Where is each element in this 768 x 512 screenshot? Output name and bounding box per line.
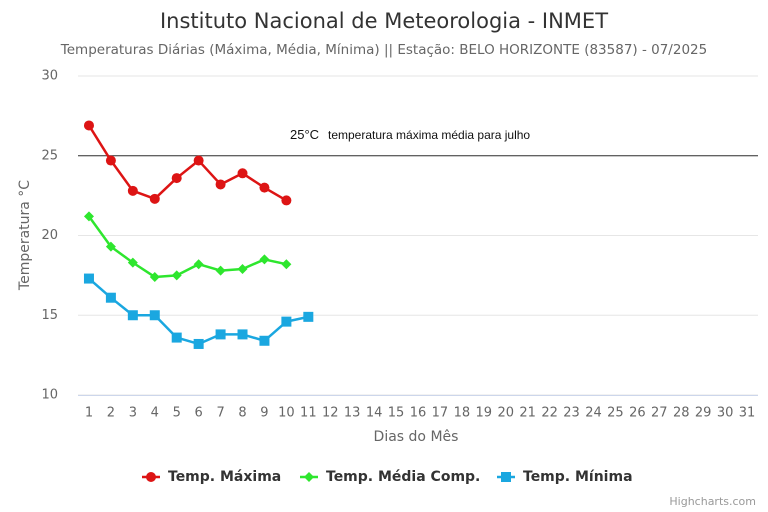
marker xyxy=(237,168,248,179)
x-tick-label: 5 xyxy=(173,406,181,421)
plot-line-label: 25°C xyxy=(290,127,319,142)
legend-item[interactable]: Temp. Mínima xyxy=(497,469,633,485)
marker xyxy=(215,329,226,340)
x-tick-label: 28 xyxy=(673,406,690,421)
legend-label: Temp. Máxima xyxy=(168,469,281,485)
x-tick-label: 10 xyxy=(278,406,295,421)
x-tick-label: 17 xyxy=(432,406,449,421)
legend-label: Temp. Média Comp. xyxy=(326,469,480,485)
x-tick-label: 30 xyxy=(717,406,734,421)
series-line xyxy=(87,124,288,202)
marker xyxy=(215,265,226,276)
x-tick-label: 11 xyxy=(300,406,317,421)
x-tick-label: 7 xyxy=(216,406,224,421)
marker xyxy=(83,120,94,131)
x-tick-label: 24 xyxy=(585,406,602,421)
legend-item[interactable]: Temp. Máxima xyxy=(142,469,281,485)
marker xyxy=(237,329,248,340)
x-tick-label: 31 xyxy=(739,406,756,421)
marker xyxy=(193,338,204,349)
marker xyxy=(281,259,292,270)
x-tick-label: 16 xyxy=(410,406,427,421)
x-tick-label: 23 xyxy=(563,406,580,421)
marker xyxy=(149,310,160,321)
marker xyxy=(149,271,160,282)
x-tick-label: 4 xyxy=(151,406,159,421)
y-tick-label: 10 xyxy=(41,388,58,403)
credits[interactable]: Highcharts.com xyxy=(669,495,756,508)
x-tick-label: 13 xyxy=(344,406,361,421)
marker xyxy=(281,195,292,206)
x-tick-label: 18 xyxy=(454,406,471,421)
x-tick-label: 22 xyxy=(541,406,558,421)
x-axis-title: Dias do Mês xyxy=(374,429,459,445)
marker xyxy=(149,193,160,204)
y-axis-title: Temperatura °C xyxy=(17,180,33,291)
marker xyxy=(127,185,138,196)
plot-line-text: temperatura máxima média para julho xyxy=(328,128,530,142)
chart-title: Instituto Nacional de Meteorologia - INM… xyxy=(160,9,608,33)
x-tick-label: 25 xyxy=(607,406,624,421)
marker xyxy=(171,270,182,281)
x-tick-label: 19 xyxy=(476,406,493,421)
marker xyxy=(215,179,226,190)
legend-item[interactable]: Temp. Média Comp. xyxy=(300,469,480,485)
x-tick-label: 15 xyxy=(388,406,405,421)
marker xyxy=(127,257,138,268)
legend-marker xyxy=(304,472,314,482)
x-tick-label: 6 xyxy=(195,406,203,421)
y-tick-label: 15 xyxy=(41,308,58,323)
x-tick-label: 14 xyxy=(366,406,383,421)
legend-marker xyxy=(146,472,156,482)
series-line xyxy=(88,277,309,346)
x-tick-label: 12 xyxy=(322,406,339,421)
x-tick-label: 9 xyxy=(260,406,268,421)
chart-subtitle: Temperaturas Diárias (Máxima, Média, Mín… xyxy=(60,42,707,58)
marker xyxy=(193,155,204,166)
marker xyxy=(171,173,182,184)
series-line xyxy=(87,215,287,279)
marker xyxy=(83,273,94,284)
marker xyxy=(193,259,204,270)
marker xyxy=(303,311,314,322)
marker xyxy=(259,182,270,193)
marker xyxy=(105,241,116,252)
x-tick-label: 1 xyxy=(85,406,93,421)
x-tick-label: 3 xyxy=(129,406,137,421)
marker xyxy=(105,292,116,303)
marker xyxy=(83,211,94,222)
legend-marker xyxy=(501,472,511,482)
marker xyxy=(171,332,182,343)
y-tick-label: 20 xyxy=(41,228,58,243)
marker xyxy=(127,310,138,321)
x-tick-label: 2 xyxy=(107,406,115,421)
legend-label: Temp. Mínima xyxy=(523,469,633,485)
marker xyxy=(237,263,248,274)
x-tick-label: 8 xyxy=(238,406,246,421)
x-tick-label: 20 xyxy=(497,406,514,421)
x-tick-label: 29 xyxy=(695,406,712,421)
x-tick-label: 27 xyxy=(651,406,668,421)
y-tick-label: 30 xyxy=(41,69,58,84)
x-tick-label: 26 xyxy=(629,406,646,421)
marker xyxy=(105,155,116,166)
marker xyxy=(259,254,270,265)
x-tick-label: 21 xyxy=(519,406,536,421)
y-tick-label: 25 xyxy=(41,148,58,163)
marker xyxy=(281,316,292,327)
marker xyxy=(259,335,270,346)
